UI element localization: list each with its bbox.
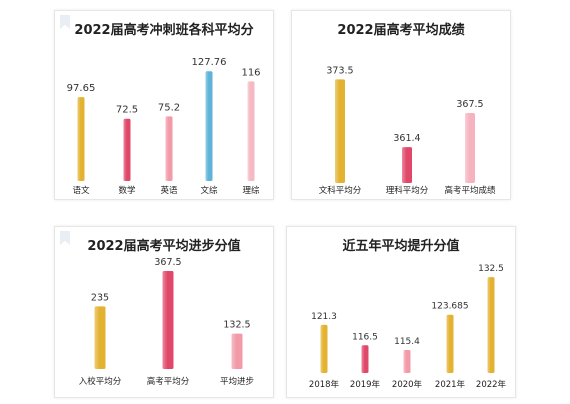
bar-文综 — [205, 71, 213, 181]
category-label: 高考平均分 — [147, 376, 190, 387]
bar-高考平均分 — [162, 271, 174, 369]
bar-2022年 — [487, 277, 495, 373]
data-label: 373.5 — [326, 65, 353, 76]
chart-title: 2022届高考平均进步分值 — [87, 239, 241, 254]
bar-数学 — [123, 118, 131, 181]
data-label: 116.5 — [352, 332, 378, 342]
data-label: 121.3 — [311, 312, 337, 322]
bookmark-icon — [60, 15, 70, 29]
chart-title: 近五年平均提升分值 — [342, 239, 460, 254]
data-label: 235 — [91, 292, 109, 303]
chart-panel-average-improvement: 2022届高考平均进步分值 235 入校平均分 367.5 高考平均分 132.5 平均进… — [54, 226, 274, 398]
category-label: 英语 — [160, 185, 178, 196]
bar-高考平均成绩 — [465, 113, 475, 183]
category-label: 语文 — [72, 185, 90, 196]
chart-title: 2022届高考冲刺班各科平均分 — [74, 23, 254, 38]
bar-chart-subject-averages: 97.65 语文 72.5 数学 75.2 英语 127.76 文综 116 理综 — [67, 57, 261, 196]
category-label: 高考平均成绩 — [444, 185, 496, 196]
category-label: 文科平均分 — [319, 185, 362, 196]
bar-2020年 — [403, 349, 411, 373]
data-label: 132.5 — [223, 320, 250, 331]
category-label: 文综 — [200, 185, 218, 196]
bar-语文 — [77, 97, 85, 181]
bar-理综 — [247, 81, 255, 181]
chart-panel-five-year-improvement: 近五年平均提升分值 121.3 2018年 116.5 2019年 115.4 2020年… — [286, 226, 516, 398]
category-label: 2018年 — [309, 379, 340, 390]
bar-2018年 — [320, 324, 328, 373]
category-label: 2022年 — [476, 379, 507, 390]
bookmark-icon — [60, 231, 70, 245]
data-label: 361.4 — [393, 133, 420, 144]
bar-chart-average-improvement: 235 入校平均分 367.5 高考平均分 132.5 平均进步 — [79, 257, 254, 387]
category-label: 理综 — [242, 185, 260, 196]
category-label: 理科平均分 — [386, 185, 429, 196]
category-label: 入校平均分 — [79, 376, 122, 387]
bar-英语 — [165, 116, 173, 181]
bar-2021年 — [446, 314, 454, 373]
category-label: 2020年 — [392, 379, 423, 390]
bar-2019年 — [361, 345, 369, 373]
category-label: 平均进步 — [220, 376, 254, 387]
category-label: 数学 — [118, 185, 136, 196]
bar-chart-five-year-improvement: 121.3 2018年 116.5 2019年 115.4 2020年 123.685 202… — [309, 264, 507, 390]
data-label: 127.76 — [192, 57, 227, 68]
bar-入校平均分 — [94, 306, 106, 369]
bar-平均进步 — [231, 333, 243, 369]
chart-title: 2022届高考平均成绩 — [337, 23, 465, 38]
bar-文科平均分 — [335, 79, 345, 183]
category-label: 2021年 — [435, 379, 466, 390]
data-label: 367.5 — [154, 257, 181, 268]
data-label: 367.5 — [456, 99, 483, 110]
chart-panel-average-scores: 2022届高考平均成绩 373.5 文科平均分 361.4 理科平均分 367.5 高考平… — [291, 10, 511, 200]
data-label: 75.2 — [158, 102, 180, 113]
chart-panel-subject-averages: 2022届高考冲刺班各科平均分 97.65 语文 72.5 数学 75.2 英语 127.7… — [54, 10, 274, 200]
bar-理科平均分 — [402, 147, 412, 183]
data-label: 72.5 — [116, 105, 138, 116]
data-label: 132.5 — [478, 264, 504, 274]
category-label: 2019年 — [350, 379, 381, 390]
data-label: 116 — [241, 67, 260, 78]
bar-chart-average-scores: 373.5 文科平均分 361.4 理科平均分 367.5 高考平均成绩 — [319, 65, 496, 196]
data-label: 97.65 — [67, 83, 96, 94]
data-label: 115.4 — [394, 337, 420, 347]
data-label: 123.685 — [431, 302, 468, 312]
